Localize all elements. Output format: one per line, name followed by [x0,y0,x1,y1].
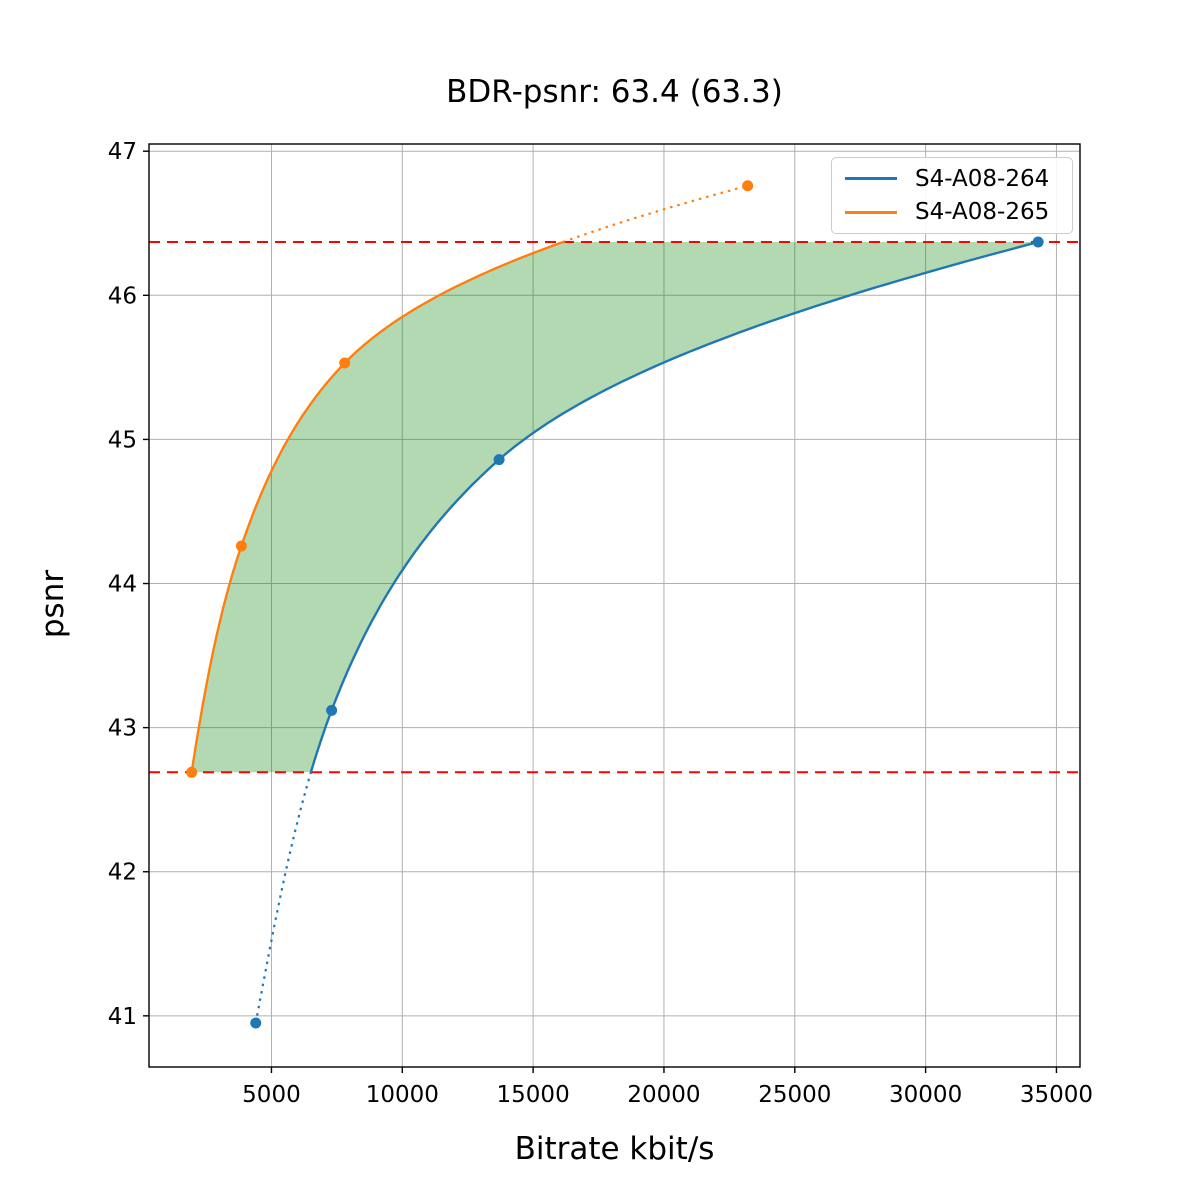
x-axis-label: Bitrate kbit/s [514,1131,715,1167]
chart-title: BDR-psnr: 63.4 (63.3) [446,74,783,110]
plot-border [148,143,1081,1068]
tick-labels: 5000 10000 15000 20000 25000 30000 35000 41 42 43… [108,139,1093,1108]
series-265-curve-dotted [562,184,748,244]
y-tick-label: 46 [108,283,137,309]
data-point-marker [493,454,505,466]
y-tick-label: 45 [108,427,137,453]
series-265-markers [186,180,754,778]
gridlines [149,144,1080,1067]
legend-label-264: S4-A08-264 [915,165,1050,192]
legend-entry-264: S4-A08-264 [832,166,1072,192]
series-264-curve [309,240,1039,773]
y-tick-label: 42 [108,860,137,886]
series-264-markers [250,236,1044,1029]
y-tick-label: 47 [108,139,137,165]
data-point-marker [326,704,338,716]
x-tick-label: 35000 [1020,1082,1093,1108]
legend-swatch-265 [845,210,897,214]
data-point-marker [235,540,247,552]
legend: S4-A08-264 S4-A08-265 [831,157,1073,234]
data-point-marker [186,766,198,778]
legend-swatch-264 [845,177,897,181]
legend-entry-265: S4-A08-265 [832,199,1072,225]
data-point-marker [250,1017,262,1029]
x-tick-label: 20000 [627,1082,700,1108]
bd-shaded-region [191,242,1039,773]
axis-ticks [143,150,1058,1073]
series-264-curve-dotted [254,771,312,1024]
x-tick-label: 30000 [889,1082,962,1108]
y-axis-label: psnr [35,569,71,639]
x-tick-label: 10000 [366,1082,439,1108]
x-tick-label: 15000 [497,1082,570,1108]
data-point-marker [742,180,754,192]
y-tick-label: 44 [108,572,137,598]
x-tick-label: 25000 [758,1082,831,1108]
legend-label-265: S4-A08-265 [915,199,1050,226]
y-tick-label: 41 [108,1004,137,1030]
x-tick-label: 5000 [242,1082,301,1108]
data-point-marker [1032,236,1044,248]
y-tick-label: 43 [108,716,137,742]
data-point-marker [339,357,351,369]
series-265-curve [190,240,564,773]
